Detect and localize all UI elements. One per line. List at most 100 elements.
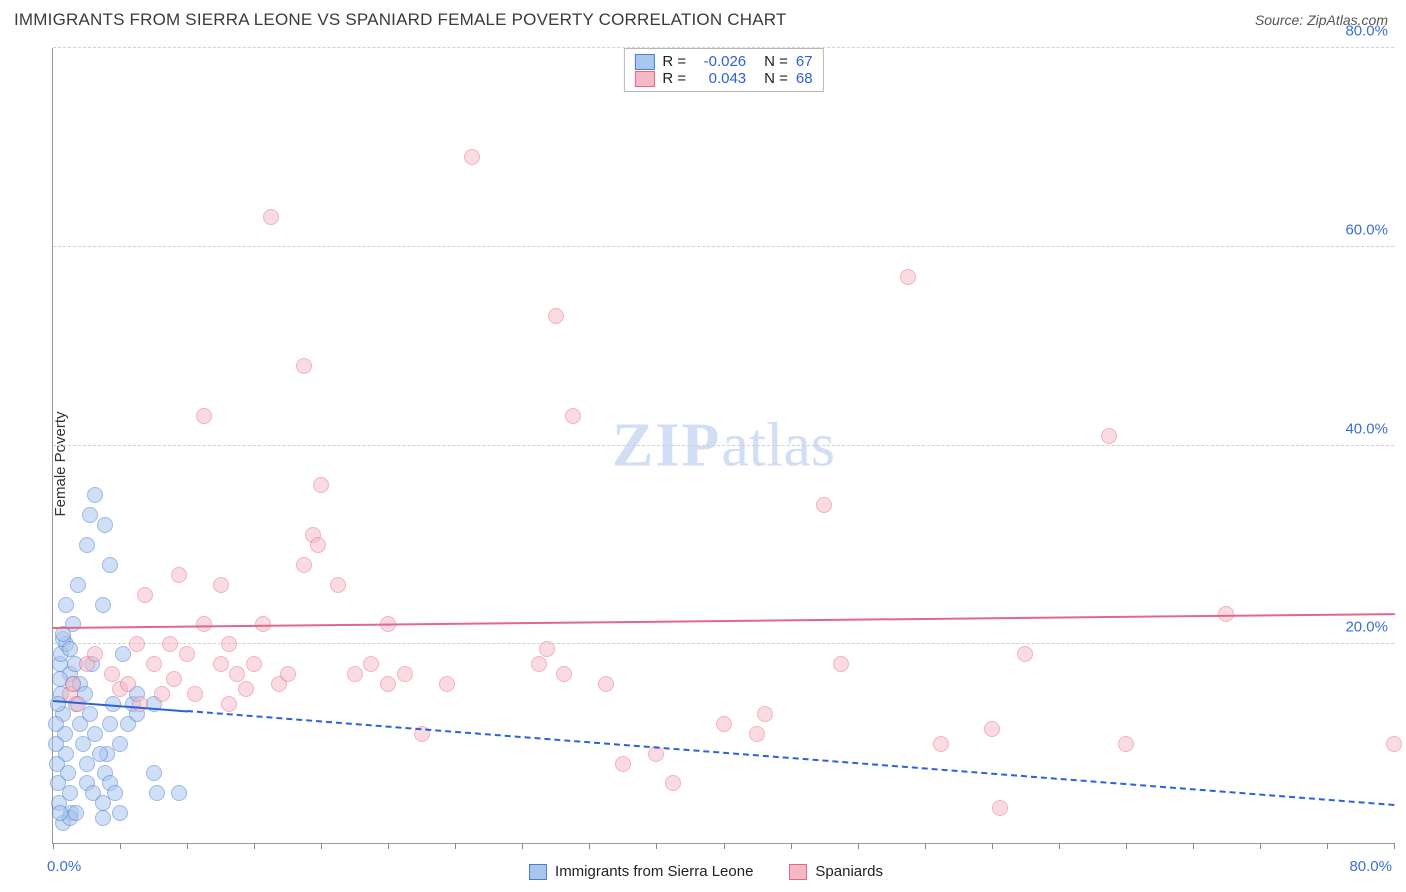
data-point-spaniards [439, 676, 455, 692]
x-tick [1126, 843, 1127, 849]
x-tick [455, 843, 456, 849]
data-point-spaniards [132, 696, 148, 712]
legend-bottom: Immigrants from Sierra Leone Spaniards [529, 863, 883, 880]
chart-area: Female Poverty ZIPatlas 20.0%40.0%60.0%8… [14, 44, 1398, 884]
y-tick-label: 60.0% [1345, 221, 1388, 238]
y-tick-label: 80.0% [1345, 23, 1388, 40]
data-point-sierra [79, 756, 95, 772]
legend-swatch [789, 864, 807, 880]
legend-row-sierra: R = -0.026 N = 67 [634, 53, 812, 70]
data-point-spaniards [1386, 736, 1402, 752]
data-point-spaniards [816, 497, 832, 513]
data-point-spaniards [213, 577, 229, 593]
data-point-spaniards [213, 656, 229, 672]
x-tick [1059, 843, 1060, 849]
legend-r-value: 0.043 [694, 70, 746, 87]
data-point-spaniards [833, 656, 849, 672]
data-point-spaniards [933, 736, 949, 752]
data-point-spaniards [196, 408, 212, 424]
data-point-spaniards [120, 676, 136, 692]
data-point-sierra [50, 775, 66, 791]
data-point-sierra [115, 646, 131, 662]
data-point-spaniards [992, 800, 1008, 816]
chart-title: IMMIGRANTS FROM SIERRA LEONE VS SPANIARD… [14, 10, 787, 30]
legend-swatch [634, 71, 654, 87]
data-point-spaniards [900, 269, 916, 285]
legend-correlation-box: R = -0.026 N = 67R =0.043N =68 [623, 48, 823, 92]
data-point-spaniards [166, 671, 182, 687]
x-tick [53, 843, 54, 849]
data-point-sierra [97, 517, 113, 533]
x-tick [791, 843, 792, 849]
data-point-spaniards [137, 587, 153, 603]
x-tick [1193, 843, 1194, 849]
data-point-sierra [48, 716, 64, 732]
data-point-sierra [68, 805, 84, 821]
data-point-spaniards [556, 666, 572, 682]
data-point-spaniards [1017, 646, 1033, 662]
data-point-spaniards [229, 666, 245, 682]
legend-swatch [634, 54, 654, 70]
x-tick [656, 843, 657, 849]
y-tick-label: 40.0% [1345, 420, 1388, 437]
data-point-spaniards [464, 149, 480, 165]
data-point-spaniards [757, 706, 773, 722]
data-point-sierra [79, 537, 95, 553]
data-point-spaniards [171, 567, 187, 583]
data-point-spaniards [1101, 428, 1117, 444]
x-tick [1394, 843, 1395, 849]
data-point-sierra [62, 641, 78, 657]
data-point-sierra [92, 746, 108, 762]
legend-row-spaniards: R =0.043N =68 [634, 70, 812, 87]
data-point-spaniards [1118, 736, 1134, 752]
data-point-spaniards [363, 656, 379, 672]
trend-line-sierra-extrapolated [187, 710, 1395, 806]
data-point-spaniards [749, 726, 765, 742]
scatter-plot: ZIPatlas 20.0%40.0%60.0%80.0%0.0%80.0%R … [52, 48, 1394, 844]
data-point-spaniards [146, 656, 162, 672]
gridline [53, 643, 1394, 644]
data-point-spaniards [984, 721, 1000, 737]
legend-item: Spaniards [789, 863, 883, 880]
x-tick [1327, 843, 1328, 849]
x-tick [858, 843, 859, 849]
x-tick-label-max: 80.0% [1349, 858, 1392, 875]
gridline [53, 246, 1394, 247]
data-point-spaniards [548, 308, 564, 324]
data-point-spaniards [598, 676, 614, 692]
x-tick [388, 843, 389, 849]
data-point-spaniards [187, 686, 203, 702]
x-tick [1260, 843, 1261, 849]
data-point-sierra [82, 507, 98, 523]
x-tick [992, 843, 993, 849]
data-point-sierra [95, 810, 111, 826]
legend-item: Immigrants from Sierra Leone [529, 863, 753, 880]
data-point-sierra [112, 736, 128, 752]
legend-n-label: N = [764, 53, 788, 70]
legend-r-value: -0.026 [694, 53, 746, 70]
data-point-spaniards [615, 756, 631, 772]
data-point-sierra [87, 726, 103, 742]
legend-label: Spaniards [815, 863, 883, 880]
data-point-spaniards [246, 656, 262, 672]
legend-swatch [529, 864, 547, 880]
data-point-spaniards [716, 716, 732, 732]
data-point-sierra [49, 756, 65, 772]
legend-label: Immigrants from Sierra Leone [555, 863, 753, 880]
legend-n-value: 67 [796, 53, 813, 70]
data-point-sierra [58, 597, 74, 613]
legend-n-value: 68 [796, 70, 813, 87]
x-tick [120, 843, 121, 849]
watermark: ZIPatlas [612, 410, 835, 481]
data-point-spaniards [380, 676, 396, 692]
gridline [53, 445, 1394, 446]
data-point-sierra [107, 785, 123, 801]
data-point-spaniards [280, 666, 296, 682]
x-tick-label-min: 0.0% [47, 858, 81, 875]
data-point-spaniards [238, 681, 254, 697]
x-tick [187, 843, 188, 849]
data-point-spaniards [347, 666, 363, 682]
data-point-spaniards [565, 408, 581, 424]
legend-r-label: R = [662, 53, 686, 70]
y-tick-label: 20.0% [1345, 619, 1388, 636]
